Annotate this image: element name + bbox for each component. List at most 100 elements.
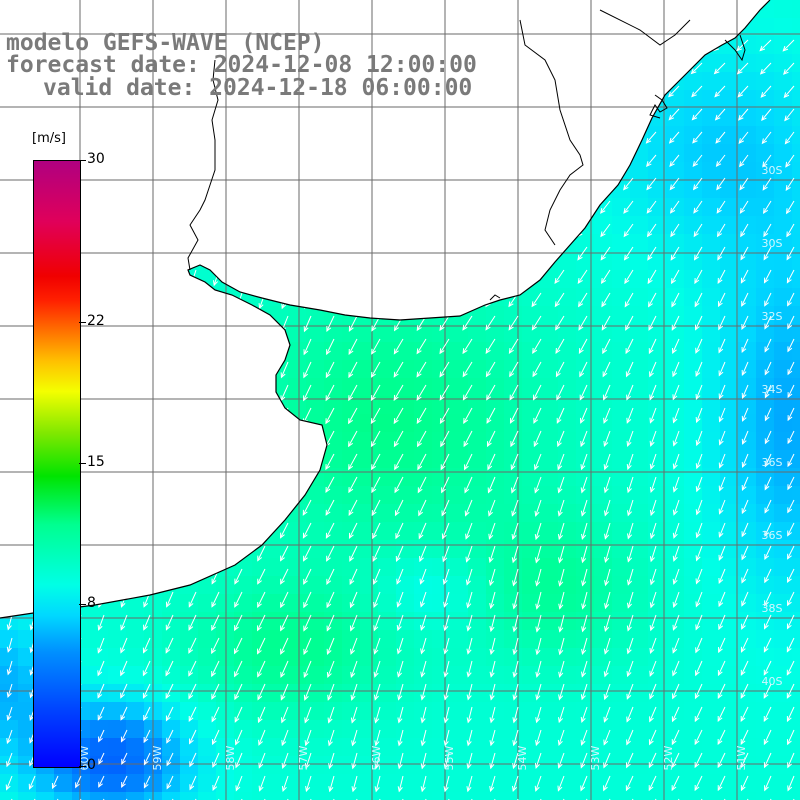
wind-arrow [396,614,404,632]
wind-speed-cell [612,450,631,469]
wind-arrow [649,407,657,424]
wind-speed-cell [792,774,800,793]
wind-arrow [258,154,266,171]
wind-arrow [508,269,519,285]
wind-speed-cell [792,648,800,667]
wind-speed-cell [324,396,343,415]
wind-speed-cell [0,378,19,397]
wind-arrow [167,292,174,310]
wind-speed-cell [540,738,559,757]
wind-speed-cell [774,72,793,91]
wind-arrow [443,729,450,747]
wind-speed-cell [450,270,469,289]
wind-speed-cell [666,414,685,433]
wind-arrow [741,614,749,630]
wind-speed-cell [576,558,595,577]
wind-speed-cell [504,792,523,800]
wind-arrow [142,660,151,677]
wind-speed-cell [252,324,271,343]
wind-speed-cell [378,522,397,541]
wind-speed-cell [288,486,307,505]
wind-arrow [509,384,519,401]
wind-speed-cell [360,756,379,775]
wind-arrow [555,338,565,354]
wind-arrow [762,177,772,191]
wind-speed-cell [126,324,145,343]
wind-speed-cell [162,288,181,307]
wind-speed-cell [306,252,325,271]
wind-arrow [714,108,726,121]
wind-speed-cell [378,576,397,595]
wind-speed-cell [540,288,559,307]
wind-speed-cell [702,306,721,325]
wind-speed-cell [450,522,469,541]
wind-speed-cell [270,216,289,235]
wind-arrow [557,453,565,471]
wind-speed-cell [486,522,505,541]
wind-arrow [167,361,174,379]
wind-arrow [280,453,289,471]
wind-speed-cell [558,126,577,145]
wind-arrow [787,315,795,330]
wind-speed-cell [756,792,775,800]
wind-arrow [581,637,588,656]
wind-speed-cell [450,234,469,253]
wind-speed-cell [702,432,721,451]
wind-speed-cell [594,504,613,523]
wind-speed-cell [342,126,361,145]
wind-speed-cell [684,630,703,649]
wind-arrow [787,361,795,376]
wind-arrow [397,706,404,724]
wind-speed-cell [234,720,253,739]
wind-speed-cell [0,126,19,145]
wind-arrow [165,591,174,608]
wind-arrow [649,545,657,563]
wind-arrow [487,453,496,471]
wind-speed-cell [522,252,541,271]
wind-speed-cell [594,720,613,739]
wind-speed-cell [738,558,757,577]
wind-arrow [211,591,220,608]
wind-speed-cell [90,666,109,685]
wind-arrow [420,614,427,631]
wind-speed-cell [162,792,181,800]
wind-speed-cell [702,414,721,433]
wind-speed-cell [108,432,127,451]
wind-speed-cell [666,216,685,235]
wind-arrow [211,706,220,723]
wind-arrow [599,154,611,168]
wind-arrow [326,292,335,309]
wind-arrow [693,200,703,214]
wind-speed-cell [486,90,505,109]
wind-speed-cell [126,108,145,127]
wind-speed-cell [792,504,800,523]
wind-speed-cell [666,180,685,199]
wind-speed-cell [486,108,505,127]
wind-speed-cell [612,486,631,505]
wind-speed-cell [234,234,253,253]
wind-arrow [486,62,496,78]
wind-arrow [741,499,749,515]
wind-speed-cell [306,666,325,685]
wind-speed-cell [702,792,721,800]
wind-arrow [235,384,243,402]
wind-arrow [671,706,680,723]
wind-speed-cell [540,450,559,469]
wind-speed-cell [630,108,649,127]
wind-speed-cell [702,630,721,649]
wind-speed-cell [720,468,739,487]
wind-speed-cell [396,306,415,325]
wind-speed-cell [738,666,757,685]
wind-arrow [485,223,496,238]
wind-arrow [512,614,519,633]
wind-speed-cell [666,720,685,739]
wind-speed-cell [774,108,793,127]
wind-speed-cell [234,126,253,145]
wind-arrow [553,85,565,99]
wind-arrow [690,39,703,52]
wind-arrow [281,108,289,125]
wind-arrow [303,637,312,655]
wind-speed-cell [648,144,667,163]
wind-arrow [351,729,358,747]
wind-arrow [142,108,151,124]
